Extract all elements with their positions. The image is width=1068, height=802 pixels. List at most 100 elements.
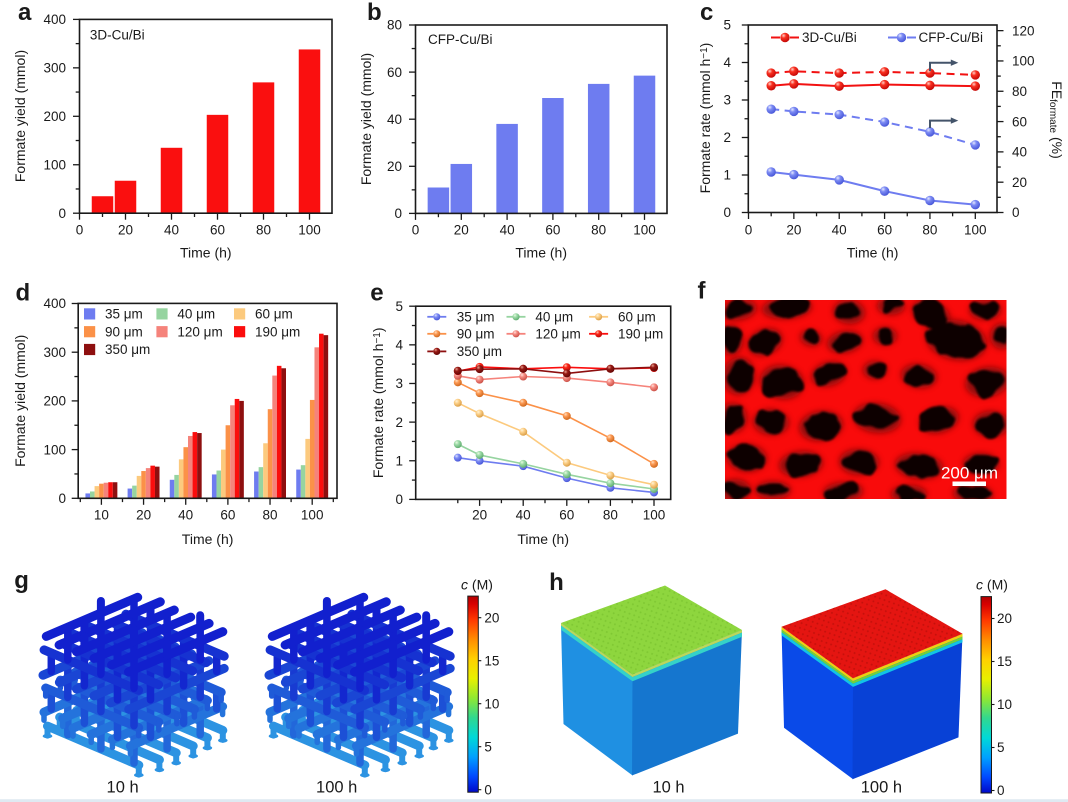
svg-text:20: 20 — [387, 159, 402, 174]
svg-text:CFP-Cu/Bi: CFP-Cu/Bi — [428, 32, 493, 47]
svg-text:4: 4 — [723, 55, 731, 70]
svg-text:80: 80 — [262, 508, 277, 523]
svg-text:60 μm: 60 μm — [618, 310, 656, 325]
svg-text:10 h: 10 h — [652, 779, 684, 797]
svg-text:80: 80 — [922, 223, 937, 238]
svg-text:40: 40 — [500, 223, 515, 238]
svg-text:1: 1 — [395, 454, 403, 469]
svg-text:0: 0 — [997, 783, 1005, 798]
svg-text:3D-Cu/Bi: 3D-Cu/Bi — [90, 28, 145, 43]
svg-text:100: 100 — [643, 508, 666, 523]
svg-text:10: 10 — [484, 696, 499, 711]
svg-text:60: 60 — [877, 223, 892, 238]
svg-text:2: 2 — [395, 415, 403, 430]
svg-text:20: 20 — [484, 610, 499, 625]
svg-text:Formate yield (mmol): Formate yield (mmol) — [12, 50, 28, 182]
svg-text:300: 300 — [43, 61, 66, 76]
svg-text:Time (h): Time (h) — [517, 531, 569, 547]
svg-text:40: 40 — [1012, 145, 1027, 160]
svg-text:40 μm: 40 μm — [177, 307, 215, 322]
svg-text:c (M): c (M) — [461, 577, 493, 593]
svg-text:20: 20 — [118, 223, 133, 238]
svg-text:Time (h): Time (h) — [847, 245, 899, 261]
svg-text:100: 100 — [43, 442, 66, 457]
svg-text:400: 400 — [43, 12, 66, 27]
svg-text:190 μm: 190 μm — [618, 327, 663, 342]
svg-text:80: 80 — [256, 223, 271, 238]
svg-text:0: 0 — [745, 223, 753, 238]
svg-text:400: 400 — [43, 296, 66, 311]
svg-text:0: 0 — [484, 782, 492, 797]
svg-text:200: 200 — [43, 109, 66, 124]
svg-text:200: 200 — [43, 394, 66, 409]
svg-text:Time (h): Time (h) — [180, 245, 232, 261]
svg-text:c: c — [700, 0, 713, 26]
svg-text:60: 60 — [559, 508, 574, 523]
svg-text:350 μm: 350 μm — [105, 342, 150, 357]
svg-text:5: 5 — [997, 740, 1005, 755]
svg-text:40: 40 — [387, 112, 402, 127]
svg-text:60: 60 — [220, 508, 235, 523]
svg-text:0: 0 — [723, 205, 731, 220]
svg-text:3: 3 — [723, 93, 731, 108]
svg-text:0: 0 — [58, 491, 66, 506]
svg-text:190 μm: 190 μm — [255, 324, 300, 339]
svg-text:Formate yield (mmol): Formate yield (mmol) — [358, 53, 374, 185]
svg-text:Formate rate (mmol h−1): Formate rate (mmol h−1) — [697, 43, 713, 194]
svg-text:3: 3 — [395, 376, 403, 391]
svg-text:d: d — [16, 280, 31, 307]
svg-text:90 μm: 90 μm — [105, 324, 143, 339]
svg-text:20: 20 — [786, 223, 801, 238]
svg-text:80: 80 — [603, 508, 618, 523]
svg-text:200 μm: 200 μm — [941, 464, 998, 483]
svg-text:60: 60 — [545, 223, 560, 238]
svg-text:40: 40 — [516, 508, 531, 523]
svg-text:h: h — [549, 569, 564, 596]
svg-text:15: 15 — [997, 654, 1012, 669]
svg-text:5: 5 — [484, 739, 492, 754]
svg-text:60 μm: 60 μm — [255, 307, 293, 322]
svg-text:120: 120 — [1012, 23, 1035, 38]
svg-text:100: 100 — [43, 157, 66, 172]
svg-text:0: 0 — [412, 223, 420, 238]
svg-text:3D-Cu/Bi: 3D-Cu/Bi — [802, 30, 857, 45]
svg-text:100: 100 — [633, 223, 656, 238]
svg-text:100 h: 100 h — [316, 779, 357, 797]
svg-text:Formate yield (mmol): Formate yield (mmol) — [12, 335, 28, 467]
svg-text:g: g — [14, 567, 29, 594]
svg-text:35 μm: 35 μm — [457, 310, 495, 325]
svg-text:100: 100 — [298, 223, 321, 238]
svg-text:20: 20 — [454, 223, 469, 238]
svg-text:15: 15 — [484, 653, 499, 668]
svg-text:CFP-Cu/Bi: CFP-Cu/Bi — [919, 30, 984, 45]
svg-text:a: a — [18, 0, 32, 26]
svg-text:0: 0 — [58, 206, 66, 221]
svg-text:b: b — [367, 0, 382, 26]
svg-text:Time (h): Time (h) — [515, 245, 567, 261]
svg-text:20: 20 — [136, 508, 151, 523]
svg-text:60: 60 — [1012, 114, 1027, 129]
svg-text:Formate rate (mmol h−1): Formate rate (mmol h−1) — [370, 327, 386, 478]
svg-text:80: 80 — [1012, 84, 1027, 99]
svg-text:0: 0 — [395, 492, 403, 507]
svg-text:5: 5 — [395, 299, 403, 314]
svg-text:40: 40 — [164, 223, 179, 238]
svg-text:100: 100 — [301, 508, 324, 523]
svg-text:120 μm: 120 μm — [177, 324, 222, 339]
svg-text:0: 0 — [1012, 205, 1020, 220]
svg-text:20: 20 — [1012, 175, 1027, 190]
svg-text:FEformate (%): FEformate (%) — [1047, 81, 1065, 158]
svg-text:4: 4 — [395, 338, 403, 353]
svg-text:0: 0 — [394, 206, 402, 221]
svg-text:120 μm: 120 μm — [535, 327, 580, 342]
svg-text:10: 10 — [997, 697, 1012, 712]
svg-text:300: 300 — [43, 345, 66, 360]
svg-text:0: 0 — [76, 223, 84, 238]
svg-text:20: 20 — [997, 611, 1012, 626]
svg-text:80: 80 — [387, 18, 402, 33]
svg-text:60: 60 — [387, 65, 402, 80]
svg-text:1: 1 — [723, 168, 731, 183]
svg-text:c (M): c (M) — [976, 577, 1008, 593]
svg-text:100: 100 — [1012, 54, 1035, 69]
svg-text:Time (h): Time (h) — [182, 531, 234, 547]
